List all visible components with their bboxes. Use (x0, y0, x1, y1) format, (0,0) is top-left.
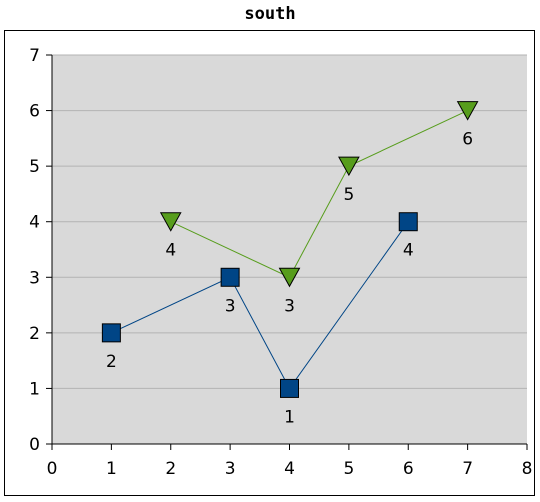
y-tick-label: 3 (29, 268, 40, 288)
y-tick-label: 1 (29, 379, 40, 399)
data-label: 1 (284, 407, 295, 427)
series-1-line (111, 221, 409, 390)
y-tick-label: 2 (29, 324, 40, 344)
y-tick-label: 0 (29, 435, 40, 455)
axes: 0 1 2 3 4 5 6 7 0 1 2 3 4 5 6 7 8 (29, 46, 532, 479)
data-label: 4 (165, 241, 176, 261)
y-tick-label: 6 (29, 102, 40, 122)
x-tick-label: 6 (403, 459, 414, 479)
x-tick-label: 7 (462, 459, 473, 479)
x-tick-label: 8 (522, 459, 533, 479)
x-tick-label: 1 (106, 459, 117, 479)
x-tick-label: 3 (225, 459, 236, 479)
x-tick-label: 4 (284, 459, 295, 479)
series-1-marker (280, 378, 299, 398)
data-label: 2 (106, 352, 117, 372)
data-label: 3 (284, 296, 295, 316)
series-2-marker (456, 101, 479, 121)
data-label: 5 (343, 185, 354, 205)
y-tick-label: 4 (29, 213, 40, 233)
y-tick-label: 7 (29, 46, 40, 66)
y-tick-label: 5 (29, 157, 40, 177)
series-1-marker (101, 323, 121, 343)
chart-title: south (244, 4, 296, 24)
series-1-marker (398, 212, 418, 232)
series-layer (101, 101, 479, 398)
series-2-marker (278, 267, 301, 288)
chart-frame (4, 30, 535, 496)
data-labels: 2 3 1 4 4 3 5 6 (106, 130, 473, 428)
series-2-marker (338, 156, 360, 177)
x-tick-label: 2 (165, 459, 176, 479)
x-tick-label: 0 (47, 459, 58, 479)
series-2-line (170, 110, 468, 278)
x-tick-label: 5 (343, 459, 354, 479)
series-1-marker (220, 267, 240, 287)
series-2-marker (159, 212, 182, 232)
data-label: 4 (403, 241, 414, 261)
data-label: 3 (225, 296, 236, 316)
data-label: 6 (462, 130, 473, 150)
